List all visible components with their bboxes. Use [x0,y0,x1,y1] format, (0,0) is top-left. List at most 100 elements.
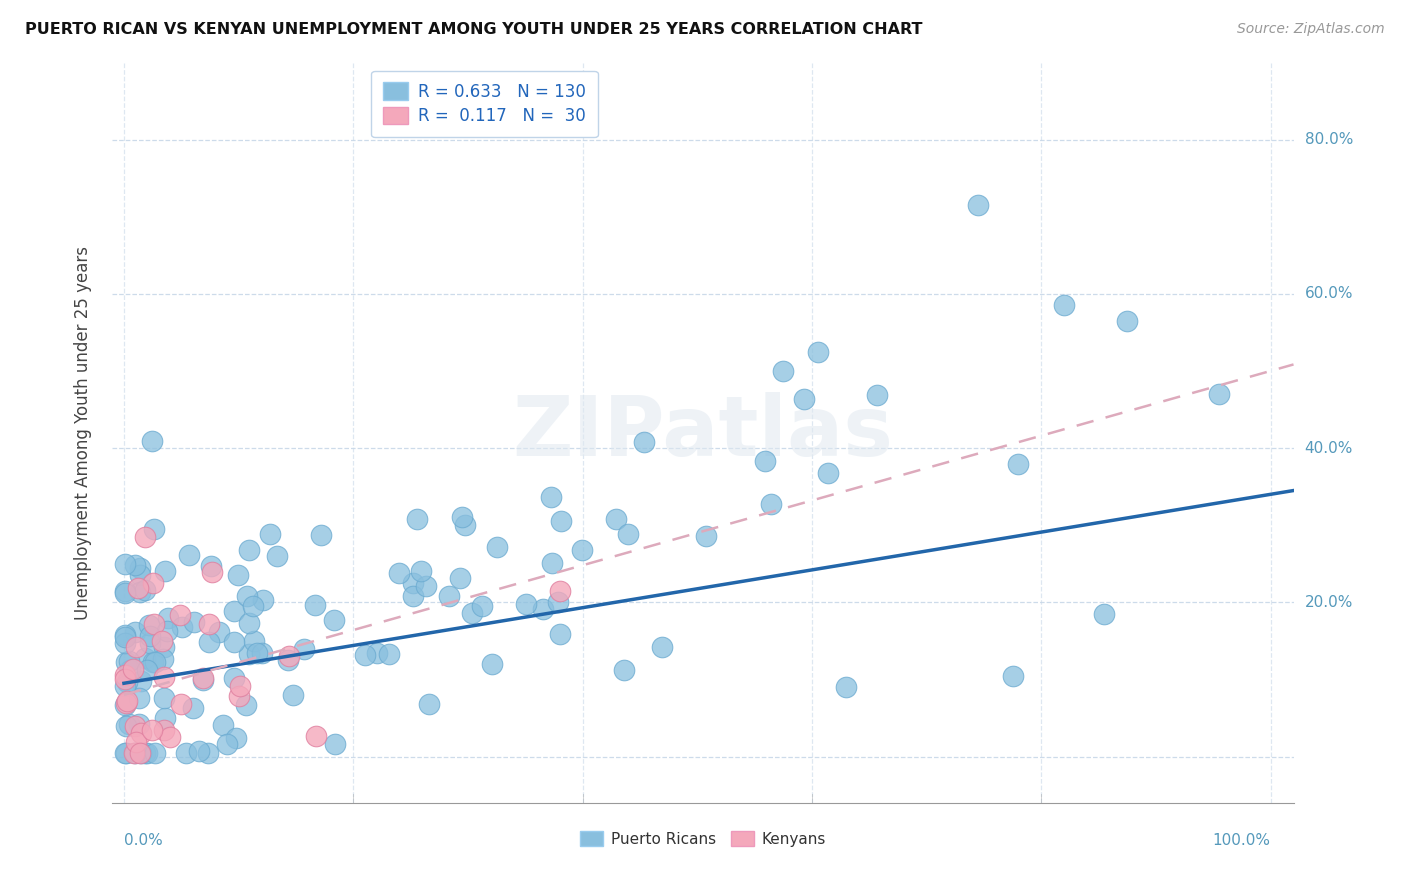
Point [406,512,429,526]
Point [114,698,136,713]
Point [122,746,145,760]
Point [153,564,176,578]
Point [481,657,503,672]
Text: 100.0%: 100.0% [1212,833,1271,848]
Point [759,497,782,511]
Point [238,648,260,662]
Point [378,647,401,661]
Point [323,737,346,751]
Point [152,640,174,654]
Point [114,655,136,669]
Point [129,746,152,760]
Point [613,663,636,677]
Point [118,716,141,731]
Point [1116,314,1139,328]
Point [415,579,437,593]
Point [1208,387,1230,401]
Point [548,627,571,641]
Point [122,662,145,676]
Point [259,526,281,541]
Point [191,673,214,688]
Legend: Puerto Ricans, Kenyans: Puerto Ricans, Kenyans [572,823,834,855]
Point [193,671,215,685]
Point [114,583,136,598]
Point [120,663,142,677]
Point [135,746,157,760]
Point [128,690,150,705]
Point [471,599,494,613]
Point [124,719,146,733]
Point [138,618,160,632]
Point [145,746,167,760]
Text: 60.0%: 60.0% [1305,286,1353,301]
Point [309,528,332,542]
Point [153,711,176,725]
Point [217,737,239,751]
Point [541,556,564,570]
Point [547,594,569,608]
Point [115,696,138,710]
Point [170,619,193,633]
Point [1007,458,1029,472]
Point [454,517,477,532]
Point [229,679,252,693]
Point [695,528,717,542]
Point [128,717,150,731]
Point [143,655,166,669]
Point [129,585,152,599]
Point [174,746,197,760]
Point [277,653,299,667]
Text: ZIPatlas: ZIPatlas [513,392,893,473]
Point [304,598,326,612]
Point [124,746,146,760]
Point [198,616,221,631]
Point [238,542,260,557]
Point [136,663,159,677]
Point [183,615,205,630]
Point [142,656,165,670]
Point [323,613,346,627]
Point [129,726,152,740]
Point [125,734,148,748]
Point [236,589,259,603]
Point [150,634,173,648]
Point [128,567,150,582]
Point [114,585,136,599]
Point [437,589,460,603]
Point [197,746,219,760]
Point [159,731,181,745]
Point [124,558,146,573]
Point [198,635,221,649]
Point [222,635,245,649]
Point [124,624,146,639]
Point [114,635,136,649]
Point [246,646,269,660]
Text: 0.0%: 0.0% [124,833,163,848]
Point [188,743,211,757]
Point [142,522,165,536]
Point [115,694,138,708]
Point [169,697,191,711]
Point [169,607,191,622]
Point [142,617,165,632]
Point [967,198,990,212]
Point [531,602,554,616]
Point [114,668,136,682]
Point [118,654,141,668]
Point [449,571,471,585]
Text: Source: ZipAtlas.com: Source: ZipAtlas.com [1237,22,1385,37]
Point [153,691,176,706]
Point [114,557,136,571]
Point [485,540,508,554]
Y-axis label: Unemployment Among Youth under 25 years: Unemployment Among Youth under 25 years [73,245,91,620]
Point [277,648,299,663]
Point [292,641,315,656]
Point [605,512,627,526]
Point [181,700,204,714]
Point [201,566,224,580]
Point [366,646,388,660]
Point [817,467,839,481]
Point [139,636,162,650]
Point [222,604,245,618]
Point [651,640,673,655]
